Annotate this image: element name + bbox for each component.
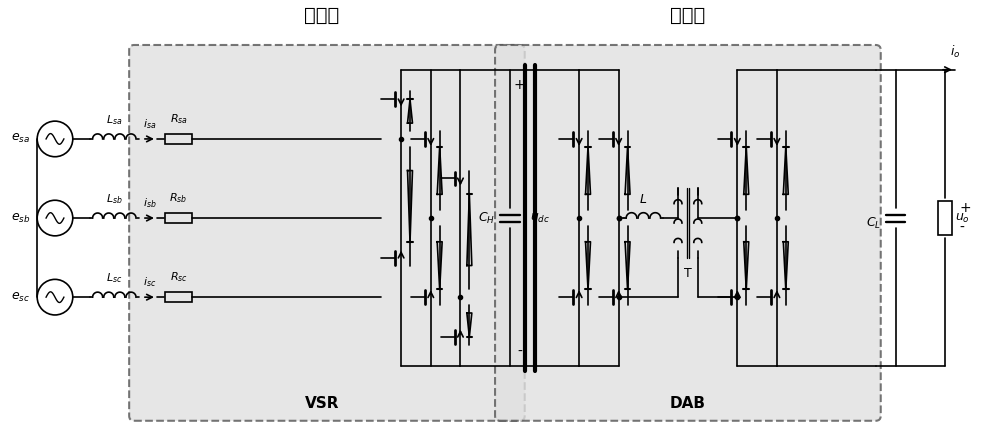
- Text: $C_L$: $C_L$: [866, 215, 881, 231]
- Text: -: -: [960, 221, 965, 235]
- Text: $R_{sa}$: $R_{sa}$: [170, 112, 188, 126]
- Text: $e_{sb}$: $e_{sb}$: [11, 212, 30, 225]
- Text: 输出级: 输出级: [670, 6, 706, 25]
- Text: 输入级: 输入级: [304, 6, 340, 25]
- Text: -: -: [517, 344, 522, 358]
- Text: T: T: [684, 267, 692, 281]
- Text: $L_{sa}$: $L_{sa}$: [106, 113, 123, 127]
- Bar: [165, 213, 192, 223]
- Text: VSR: VSR: [305, 396, 339, 411]
- Text: $i_{sc}$: $i_{sc}$: [143, 275, 156, 289]
- Text: $i_{sa}$: $i_{sa}$: [143, 117, 156, 131]
- Text: $e_{sa}$: $e_{sa}$: [11, 132, 30, 146]
- Text: $u_o$: $u_o$: [955, 212, 970, 225]
- Bar: [165, 134, 192, 144]
- FancyBboxPatch shape: [129, 45, 525, 421]
- Text: $i_{sb}$: $i_{sb}$: [143, 196, 156, 210]
- Text: +: +: [960, 201, 971, 215]
- Text: $i_o$: $i_o$: [950, 44, 960, 60]
- Text: +: +: [514, 77, 526, 91]
- Text: $L$: $L$: [639, 193, 648, 206]
- Text: DAB: DAB: [670, 396, 706, 411]
- FancyBboxPatch shape: [495, 45, 881, 421]
- Text: $e_{sc}$: $e_{sc}$: [11, 291, 30, 304]
- Text: $L_{sc}$: $L_{sc}$: [106, 271, 123, 285]
- Text: $R_{sb}$: $R_{sb}$: [169, 191, 188, 205]
- Text: $C_H$: $C_H$: [478, 211, 495, 225]
- Text: $L_{sb}$: $L_{sb}$: [106, 192, 123, 206]
- Bar: [938, 201, 952, 236]
- Text: $R_{sc}$: $R_{sc}$: [170, 271, 188, 284]
- Text: $u_{dc}$: $u_{dc}$: [530, 212, 550, 225]
- Bar: [165, 292, 192, 302]
